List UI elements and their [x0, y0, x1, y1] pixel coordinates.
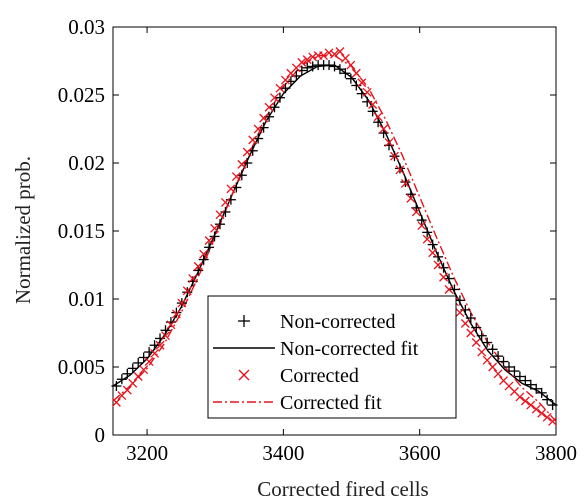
data-point-corrected	[249, 136, 257, 144]
x-tick-label: 3200	[126, 441, 168, 465]
data-point-corrected	[489, 363, 497, 371]
data-point-corrected	[543, 413, 551, 421]
data-point-corrected	[538, 409, 546, 417]
x-tick-labels: 3200 3400 3600 3800	[126, 441, 577, 465]
data-point-corrected	[341, 54, 349, 62]
data-point-non-corrected	[139, 352, 149, 362]
data-point-non-corrected	[270, 102, 280, 112]
data-point-corrected	[243, 148, 251, 156]
legend-label: Corrected fit	[280, 392, 382, 414]
data-point-corrected	[521, 397, 529, 405]
data-point-corrected	[363, 88, 371, 96]
data-point-corrected	[532, 405, 540, 413]
y-tick-label: 0.01	[68, 287, 105, 311]
data-point-corrected	[461, 319, 469, 327]
data-point-corrected	[494, 370, 502, 378]
x-tick-label: 3600	[399, 441, 441, 465]
data-point-corrected	[134, 373, 142, 381]
y-axis-label: Normalized prob.	[11, 156, 35, 304]
data-point-corrected	[478, 348, 486, 356]
legend-label: Non-corrected fit	[280, 338, 419, 360]
data-point-corrected	[227, 185, 235, 193]
data-point-non-corrected	[150, 340, 160, 350]
data-point-non-corrected	[308, 61, 318, 71]
data-point-corrected	[483, 356, 491, 364]
data-point-corrected	[434, 261, 442, 269]
data-point-non-corrected	[210, 231, 220, 241]
x-tick-label: 3800	[535, 441, 577, 465]
y-tick-label: 0.03	[68, 15, 105, 39]
y-tick-label: 0	[95, 423, 106, 447]
x-axis-label: Corrected fired cells	[257, 477, 428, 501]
data-point-non-corrected	[433, 252, 443, 262]
y-tick-label: 0.025	[58, 83, 105, 107]
data-point-non-corrected	[330, 61, 340, 71]
data-point-corrected	[467, 329, 475, 337]
data-point-corrected	[516, 393, 524, 401]
data-point-corrected	[129, 379, 137, 387]
data-point-corrected	[440, 273, 448, 281]
data-point-corrected	[112, 398, 120, 406]
data-point-corrected	[429, 249, 437, 257]
data-point-non-corrected	[482, 338, 492, 348]
data-point-non-corrected	[122, 369, 132, 379]
data-point-non-corrected	[324, 60, 334, 70]
legend-label: Non-corrected	[280, 311, 396, 333]
data-point-non-corrected	[133, 358, 143, 368]
y-tick-labels: 0 0.005 0.01 0.015 0.02 0.025 0.03	[58, 15, 105, 447]
legend-label: Corrected	[280, 365, 359, 387]
data-point-corrected	[123, 386, 131, 394]
data-point-non-corrected	[215, 219, 225, 229]
data-point-non-corrected	[542, 395, 552, 405]
data-point-non-corrected	[128, 363, 138, 373]
x-tick-label: 3400	[262, 441, 304, 465]
y-tick-label: 0.015	[58, 219, 105, 243]
data-point-corrected	[347, 61, 355, 69]
data-point-corrected	[472, 339, 480, 347]
y-tick-label: 0.005	[58, 355, 105, 379]
data-point-non-corrected	[280, 83, 290, 93]
y-tick-label: 0.02	[68, 151, 105, 175]
legend: Non-corrected Non-corrected fit Corrected C…	[208, 296, 456, 418]
data-point-corrected	[456, 309, 464, 317]
data-point-corrected	[527, 401, 535, 409]
data-point-corrected	[352, 69, 360, 77]
